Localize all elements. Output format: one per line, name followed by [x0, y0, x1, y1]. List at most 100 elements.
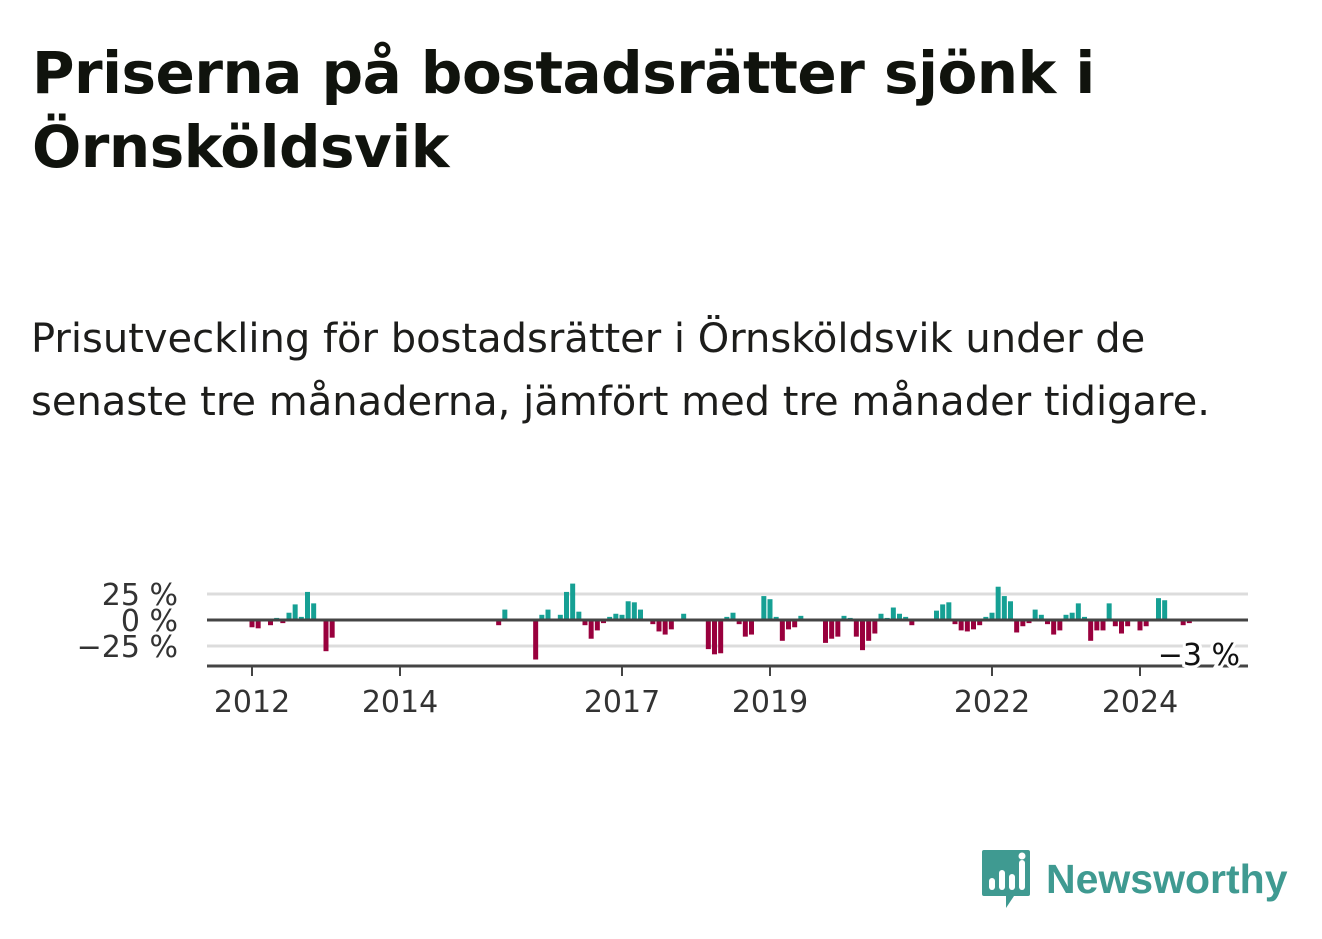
bar: [946, 602, 952, 620]
bar: [890, 607, 896, 620]
bar: [909, 620, 915, 626]
grid-lines: [207, 592, 1248, 648]
bar: [1094, 620, 1100, 631]
bar: [1125, 620, 1131, 627]
bar: [668, 620, 674, 630]
bar: [853, 620, 859, 637]
bar: [977, 620, 983, 626]
bar: [298, 616, 304, 620]
newsworthy-logo-icon: [982, 850, 1030, 908]
bar: [1063, 614, 1069, 620]
bar: [995, 586, 1001, 620]
bar: [582, 620, 588, 626]
x-tick-label: 2017: [584, 685, 660, 720]
bar: [1014, 620, 1020, 633]
bar: [841, 615, 847, 620]
bar: [305, 591, 310, 620]
bar: [983, 616, 989, 620]
y-tick-label: −25 %: [77, 630, 178, 665]
bar: [705, 620, 711, 650]
bar: [835, 620, 841, 637]
bar: [989, 612, 995, 620]
bar: [767, 599, 773, 620]
x-tick-label: 2019: [732, 685, 808, 720]
bar: [730, 612, 736, 620]
bar: [1082, 616, 1087, 620]
bar: [1180, 620, 1186, 626]
bar: [594, 620, 600, 631]
bar: [323, 620, 329, 652]
bar: [872, 620, 878, 634]
bar: [539, 614, 545, 620]
bar: [496, 620, 502, 626]
brand-name: Newsworthy: [1046, 855, 1288, 902]
bar: [952, 620, 958, 625]
bar: [268, 620, 273, 626]
bar: [964, 620, 970, 632]
bar: [329, 620, 335, 638]
bar: [792, 620, 798, 628]
bar: [557, 614, 563, 620]
bar: [601, 620, 606, 624]
last-value-label: −3 %: [1158, 638, 1240, 673]
bar: [1045, 620, 1050, 625]
bar: [1088, 620, 1094, 641]
bar: [897, 613, 902, 620]
bar: [1001, 596, 1007, 620]
bar: [779, 620, 785, 641]
y-tick-label: 25 %: [102, 578, 178, 613]
bar: [903, 616, 909, 620]
x-tick-label: 2014: [362, 685, 438, 720]
bar: [1162, 600, 1168, 620]
bar: [607, 616, 613, 620]
bar: [286, 612, 292, 620]
bar: [860, 620, 865, 651]
bar: [798, 615, 804, 620]
bar: [971, 620, 976, 630]
bar: [1143, 620, 1149, 627]
bar: [934, 610, 939, 620]
bar: [749, 620, 754, 635]
bar: [249, 620, 255, 628]
bar: [545, 609, 551, 620]
bar: [958, 620, 964, 631]
bar-chart: 25 %0 %−25 % 2012 2014 2017 2019 2022 2024 −3 %: [77, 578, 1248, 720]
x-tick-label: 2012: [214, 685, 290, 720]
brand-logo: Newsworthy: [980, 848, 1288, 910]
x-tick-label: 2024: [1102, 685, 1178, 720]
bar: [1008, 601, 1013, 620]
bar: [1020, 620, 1026, 627]
bar: [564, 591, 569, 620]
bar: [1112, 620, 1118, 627]
x-tick-label: 2022: [954, 685, 1030, 720]
bar: [1100, 620, 1106, 631]
bar: [761, 596, 767, 620]
bar: [576, 611, 582, 620]
bars: [249, 583, 1192, 660]
bar: [829, 620, 835, 639]
bar: [1119, 620, 1124, 634]
bar: [1137, 620, 1143, 631]
bar: [940, 604, 946, 620]
bar: [625, 601, 631, 620]
bar: [773, 616, 779, 620]
bar: [255, 620, 261, 629]
bar: [1075, 603, 1081, 620]
chart-title: Priserna på bostadsrätter sjönk i Örnskö…: [32, 39, 1095, 181]
bar: [662, 620, 668, 635]
bar: [1156, 598, 1161, 620]
bar: [656, 620, 662, 632]
axes: [207, 618, 1248, 676]
bar: [1106, 603, 1112, 620]
y-tick-label: 0 %: [121, 604, 178, 639]
bar: [588, 620, 594, 639]
bar: [1026, 620, 1032, 624]
bar: [638, 609, 643, 620]
bar: [533, 620, 539, 660]
bar: [280, 620, 286, 624]
bar: [866, 620, 872, 641]
chart-subtitle: Prisutveckling för bostadsrätter i Örnsk…: [31, 316, 1210, 425]
bar: [613, 613, 619, 620]
bar: [1032, 609, 1038, 620]
bar: [823, 620, 828, 643]
